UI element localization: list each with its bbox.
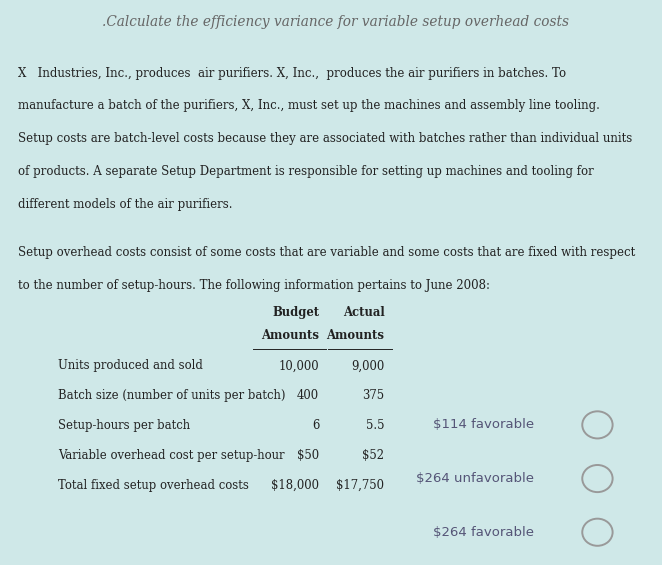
Text: X   Industries, Inc., produces  air purifiers. X, Inc.,  produces the air purifi: X Industries, Inc., produces air purifie…: [18, 67, 566, 80]
Text: $50: $50: [297, 449, 319, 462]
Text: 5.5: 5.5: [366, 419, 385, 432]
Text: Batch size (number of units per batch): Batch size (number of units per batch): [58, 389, 286, 402]
Text: 400: 400: [297, 389, 319, 402]
Text: to the number of setup-hours. The following information pertains to June 2008:: to the number of setup-hours. The follow…: [18, 279, 490, 292]
Text: different models of the air purifiers.: different models of the air purifiers.: [18, 198, 232, 211]
Text: Units produced and sold: Units produced and sold: [58, 359, 203, 372]
Text: $18,000: $18,000: [271, 479, 319, 492]
Text: 10,000: 10,000: [279, 359, 319, 372]
Text: Actual: Actual: [343, 306, 385, 319]
Text: manufacture a batch of the purifiers, X, Inc., must set up the machines and asse: manufacture a batch of the purifiers, X,…: [18, 99, 600, 112]
Text: Amounts: Amounts: [261, 329, 319, 342]
Text: 6: 6: [312, 419, 319, 432]
Text: .Calculate the efficiency variance for variable setup overhead costs: .Calculate the efficiency variance for v…: [101, 15, 569, 29]
Text: $52: $52: [362, 449, 385, 462]
Text: Setup-hours per batch: Setup-hours per batch: [58, 419, 190, 432]
Text: $264 unfavorable: $264 unfavorable: [416, 472, 534, 485]
Text: 9,000: 9,000: [351, 359, 385, 372]
Text: $17,750: $17,750: [336, 479, 385, 492]
Text: Variable overhead cost per setup-hour: Variable overhead cost per setup-hour: [58, 449, 285, 462]
Text: Setup overhead costs consist of some costs that are variable and some costs that: Setup overhead costs consist of some cos…: [18, 246, 635, 259]
Text: Total fixed setup overhead costs: Total fixed setup overhead costs: [58, 479, 249, 492]
Text: $114 favorable: $114 favorable: [433, 418, 534, 432]
Text: of products. A separate Setup Department is responsible for setting up machines : of products. A separate Setup Department…: [18, 165, 593, 178]
Text: $264 favorable: $264 favorable: [433, 525, 534, 539]
Text: Budget: Budget: [272, 306, 319, 319]
Text: 375: 375: [362, 389, 385, 402]
Text: Amounts: Amounts: [326, 329, 385, 342]
Text: Setup costs are batch-level costs because they are associated with batches rathe: Setup costs are batch-level costs becaus…: [18, 132, 632, 145]
